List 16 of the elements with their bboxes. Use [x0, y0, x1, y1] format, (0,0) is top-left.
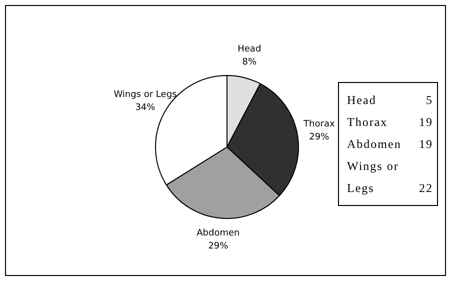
slice-label: Head [238, 44, 262, 55]
slice-label: Thorax [302, 120, 336, 130]
category-label: Abdomen [347, 137, 402, 151]
category-label: Wings or Legs [347, 159, 399, 195]
data-label: 34% [135, 103, 156, 114]
text: 5 [426, 92, 433, 109]
data-label: 8% [242, 58, 257, 68]
slice-label: Wings or Legs [114, 90, 178, 100]
text: 19 [419, 136, 433, 153]
category-label: Head [347, 93, 376, 107]
slice-label: Abdomen [196, 228, 240, 238]
slice-label: Thorax [347, 114, 388, 131]
text: 19 [419, 114, 433, 131]
text: 22 [419, 180, 433, 197]
data-label: 29% [208, 241, 229, 252]
data-label: 29% [309, 132, 330, 143]
